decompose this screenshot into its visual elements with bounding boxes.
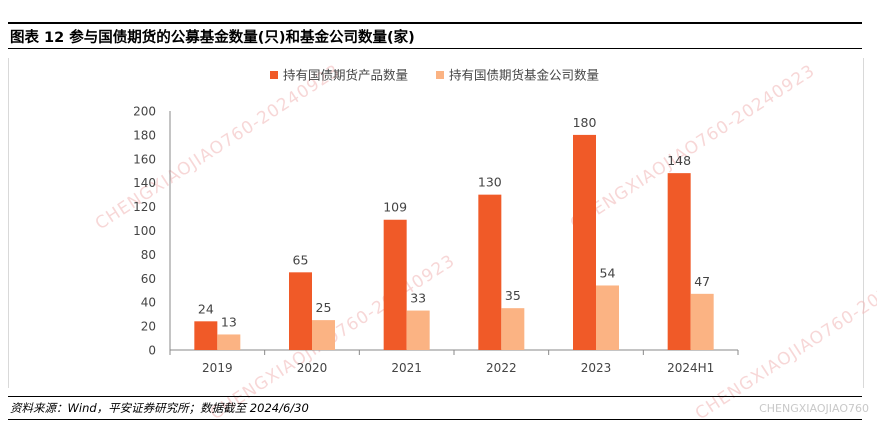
bar-series1 [667,173,691,350]
data-labels: 24 13 65 25 109 33 130 35 180 54 148 47 [198,115,710,330]
x-axis: 2019 2020 2021 2022 2023 2024H1 [169,349,739,375]
data-label-series2: 13 [221,314,237,329]
y-tick-label: 200 [133,105,156,119]
y-tick-label: 20 [141,320,156,334]
legend-label-2: 持有国债期货基金公司数量 [449,68,599,83]
data-label-series2: 54 [600,265,616,280]
figure-title: 图表 12 参与国债期货的公募基金数量(只)和基金公司数量(家) [10,29,415,46]
data-label-series1: 65 [293,252,309,267]
bar-series1 [194,321,218,350]
footer: 资料来源：Wind，平安证券研究所；数据截至 2024/6/30 [8,396,862,420]
data-label-series1: 180 [573,115,597,130]
y-tick-label: 160 [133,152,156,166]
data-label-series1: 24 [198,301,214,316]
y-axis: 0 20 40 60 80 100 120 140 160 180 200 [133,105,171,358]
data-label-series2: 25 [316,300,332,315]
y-tick-label: 140 [133,176,156,190]
bar-series1 [478,194,502,350]
watermark-corner: CHENGXIAOJIAO760 [759,402,869,415]
legend-label-1: 持有国债期货产品数量 [283,68,408,83]
watermark-text-1: CHENGXIAOJIAO760-20240923 [567,61,819,234]
bar-series1 [289,272,312,350]
chart-container [8,58,864,388]
source-note: 资料来源：Wind，平安证券研究所；数据截至 2024/6/30 [10,401,309,415]
data-label-series2: 47 [694,274,710,289]
x-tick-label: 2022 [486,361,517,375]
data-label-series1: 130 [478,175,502,190]
data-label-series1: 148 [667,153,691,168]
x-tick-label: 2021 [391,361,422,375]
y-tick-label: 0 [148,344,156,358]
legend-swatch-1 [270,71,278,79]
legend-swatch-2 [436,71,444,79]
data-label-series2: 33 [410,291,426,306]
x-tick-label: 2023 [581,361,612,375]
bars [194,134,714,350]
bar-series2 [406,310,430,350]
legend: 持有国债期货产品数量 持有国债期货基金公司数量 [270,68,599,83]
title-bar: 图表 12 参与国债期货的公募基金数量(只)和基金公司数量(家) [8,22,862,49]
bar-series2 [501,308,525,350]
x-tick-label: 2024H1 [667,361,714,375]
y-tick-label: 60 [141,272,156,286]
y-tick-label: 120 [133,200,156,214]
y-tick-label: 100 [133,224,156,238]
bar-series2 [690,293,714,350]
bar-series2 [217,334,241,350]
bar-series2 [312,320,335,350]
y-tick-label: 40 [141,296,156,310]
y-tick-label: 180 [133,128,156,142]
y-tick-label: 80 [141,248,156,262]
bar-series1 [573,134,596,350]
bar-series1 [383,219,407,350]
x-tick-label: 2019 [202,361,233,375]
x-tick-label: 2020 [297,361,328,375]
data-label-series1: 109 [383,200,407,215]
watermark-text-0: CHENGXIAOJIAO760-20240923 [92,61,344,234]
bar-series2 [596,285,619,350]
data-label-series2: 35 [505,288,521,303]
